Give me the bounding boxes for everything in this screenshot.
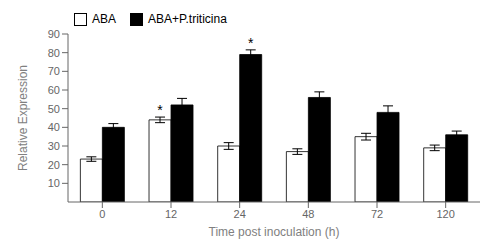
svg-text:48: 48 [302,208,314,220]
svg-text:40: 40 [48,121,60,133]
svg-text:50: 50 [48,103,60,115]
svg-text:120: 120 [436,208,454,220]
svg-text:24: 24 [234,208,246,220]
svg-text:80: 80 [48,47,60,59]
svg-text:*: * [248,35,254,51]
svg-text:30: 30 [48,140,60,152]
svg-text:60: 60 [48,84,60,96]
svg-text:90: 90 [48,28,60,40]
svg-text:Relative Expression: Relative Expression [16,65,30,171]
svg-text:*: * [157,102,163,118]
svg-text:70: 70 [48,65,60,77]
svg-text:0: 0 [99,208,105,220]
svg-text:Time post inoculation (h): Time post inoculation (h) [209,225,340,239]
html-text:ABA+P.triticina: ABA+P.triticina [148,12,227,26]
svg-text:72: 72 [371,208,383,220]
svg-text:10: 10 [48,177,60,189]
html-text:ABA: ABA [92,12,116,26]
svg-text:12: 12 [165,208,177,220]
svg-text:20: 20 [48,159,60,171]
